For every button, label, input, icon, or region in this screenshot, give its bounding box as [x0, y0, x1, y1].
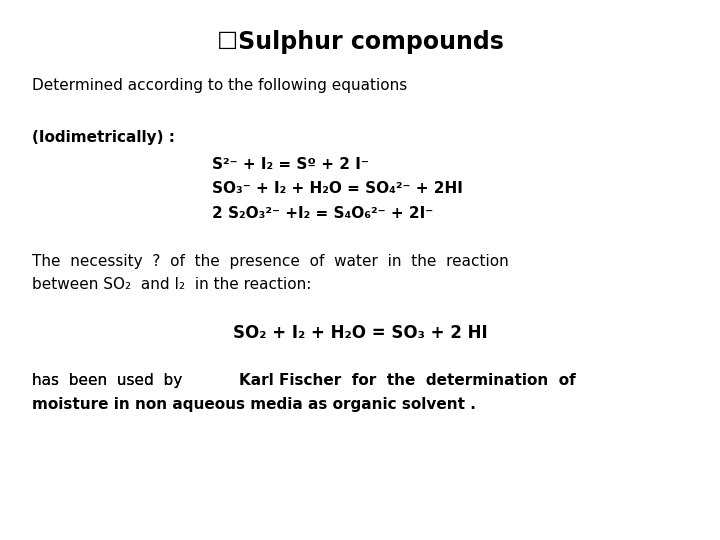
Text: SO₂ + I₂ + H₂O = SO₃ + 2 HI: SO₂ + I₂ + H₂O = SO₃ + 2 HI [233, 324, 487, 342]
Text: ☐Sulphur compounds: ☐Sulphur compounds [217, 30, 503, 53]
Text: moisture in non aqueous media as organic solvent .: moisture in non aqueous media as organic… [32, 397, 476, 412]
Text: has  been  used  by: has been used by [32, 373, 192, 388]
Text: S²⁻ + I₂ = Sº + 2 I⁻: S²⁻ + I₂ = Sº + 2 I⁻ [212, 157, 369, 172]
Text: has  been  used  by: has been used by [32, 373, 192, 388]
Text: Determined according to the following equations: Determined according to the following eq… [32, 78, 408, 93]
Text: Karl Fischer  for  the  determination  of: Karl Fischer for the determination of [239, 373, 575, 388]
Text: (Iodimetrically) :: (Iodimetrically) : [32, 130, 176, 145]
Text: between SO₂  and I₂  in the reaction:: between SO₂ and I₂ in the reaction: [32, 277, 312, 292]
Text: The  necessity  ?  of  the  presence  of  water  in  the  reaction: The necessity ? of the presence of water… [32, 254, 509, 269]
Text: 2 S₂O₃²⁻ +I₂ = S₄O₆²⁻ + 2I⁻: 2 S₂O₃²⁻ +I₂ = S₄O₆²⁻ + 2I⁻ [212, 206, 433, 221]
Text: SO₃⁻ + I₂ + H₂O = SO₄²⁻ + 2HI: SO₃⁻ + I₂ + H₂O = SO₄²⁻ + 2HI [212, 181, 463, 196]
